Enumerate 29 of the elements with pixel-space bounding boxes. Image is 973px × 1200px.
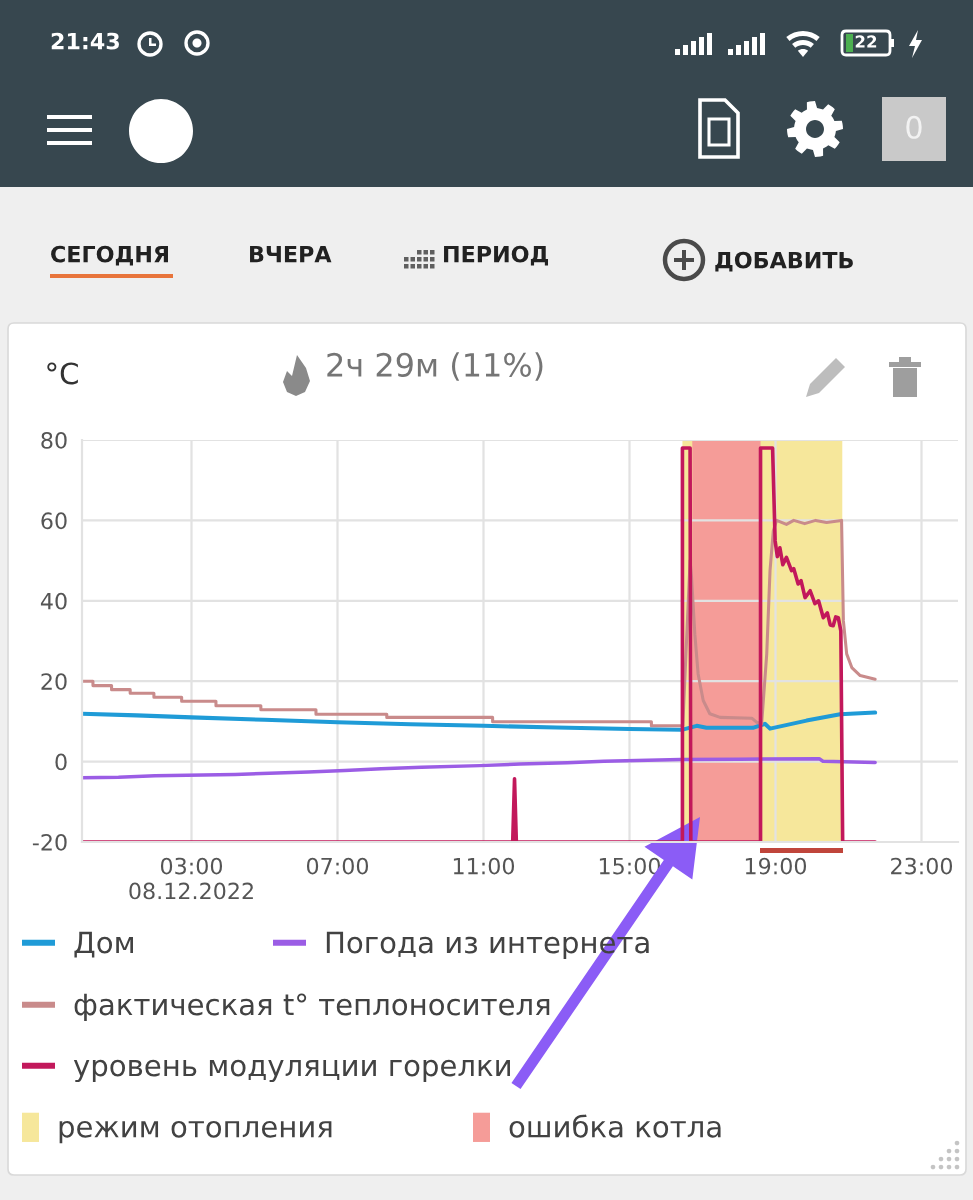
line-series [82,757,877,780]
line-series [82,710,878,732]
legend-label: ошибка котла [509,1114,721,1138]
x-tick-label: 19:00 [745,857,807,875]
line-series [82,446,877,842]
line-series [82,518,877,728]
x-tick-label: 23:00 [891,857,953,875]
text: ДОБАВИТЬ [715,251,853,272]
text: 21:43 [51,32,119,50]
x-tick-label: 03:00 08.12.2022 [129,857,253,900]
y-tick-label: 40 [40,592,67,610]
x-tick-label: 15:00 [599,857,661,875]
y-tick-label: 60 [41,512,67,530]
legend-label: фактическая t° теплоносителя [74,993,550,1022]
y-axis-title: °C [47,362,78,385]
text: 22 [855,35,877,48]
y-tick-label: 80 [41,431,67,449]
legend-label: режим отопления [59,1120,332,1144]
chart-title: 2ч 29м (11%) [327,352,543,381]
legend-label: Дом [74,931,133,958]
text: ВЧЕРА [250,245,332,263]
y-tick-label: 0 [55,753,67,771]
text: СЕГОДНЯ [51,245,168,266]
y-tick-label: 20 [41,673,67,690]
x-tick-label: 07:00 [306,857,369,875]
text: ПЕРИОД [444,245,549,266]
y-tick-label: -20 [32,833,67,851]
x-tick-label: 11:00 [453,857,515,875]
legend-label: уровень модуляции горелки [73,1059,510,1083]
